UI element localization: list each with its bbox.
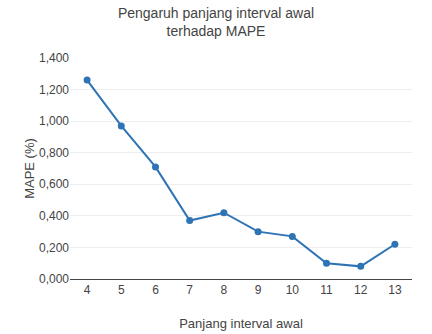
svg-text:4: 4: [84, 283, 91, 297]
svg-text:6: 6: [152, 283, 159, 297]
svg-text:0,000: 0,000: [39, 272, 69, 286]
svg-text:MAPE (%): MAPE (%): [22, 138, 37, 199]
svg-text:10: 10: [286, 283, 300, 297]
svg-text:Pengaruh panjang interval awal: Pengaruh panjang interval awalterhadap M…: [118, 5, 314, 39]
svg-text:7: 7: [186, 283, 193, 297]
svg-text:0,200: 0,200: [39, 241, 69, 255]
svg-text:0,400: 0,400: [39, 209, 69, 223]
svg-text:1,000: 1,000: [39, 114, 69, 128]
svg-text:8: 8: [221, 283, 228, 297]
svg-text:0,600: 0,600: [39, 177, 69, 191]
svg-text:11: 11: [320, 283, 333, 297]
svg-text:9: 9: [255, 283, 262, 297]
svg-text:1,200: 1,200: [39, 83, 69, 97]
svg-text:1,400: 1,400: [39, 51, 69, 65]
svg-text:0,800: 0,800: [39, 146, 69, 160]
svg-text:Panjang interval awal: Panjang interval awal: [179, 316, 303, 331]
svg-text:13: 13: [388, 283, 402, 297]
svg-text:5: 5: [118, 283, 125, 297]
svg-text:12: 12: [354, 283, 368, 297]
